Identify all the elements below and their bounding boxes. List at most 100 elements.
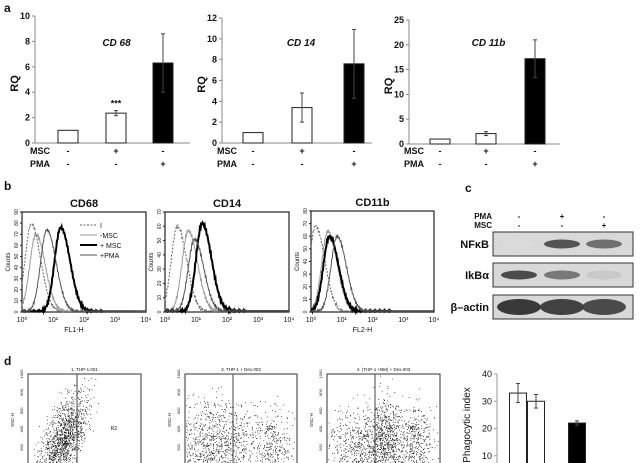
scatter-point [65, 425, 67, 427]
scatter-point [367, 442, 369, 443]
scatter-point [376, 429, 377, 431]
scatter-point [359, 461, 360, 463]
scatter-point [274, 427, 275, 429]
scatter-point [422, 457, 424, 458]
scatter-point [293, 442, 295, 443]
scatter-point [363, 428, 365, 430]
scatter-point [52, 449, 54, 451]
scatter-point [390, 413, 391, 415]
scatter-point [68, 415, 70, 417]
scatter-point [390, 426, 392, 427]
scatter-point [349, 430, 351, 432]
scatter-point [371, 460, 373, 461]
scatter-point [393, 456, 395, 457]
scatter-point [413, 423, 415, 425]
scatter-point [369, 452, 371, 454]
scatter-point [233, 458, 235, 459]
scatter-point [275, 453, 276, 455]
scatter-point [237, 426, 239, 428]
scatter-point [281, 444, 283, 446]
scatter-point [256, 455, 258, 457]
scatter-point [337, 449, 338, 451]
scatter-point [58, 456, 60, 458]
scatter-point [240, 425, 241, 426]
scatter-point [345, 452, 347, 453]
scatter-point [65, 388, 67, 390]
scatter-point [386, 452, 388, 454]
scatter-point [390, 447, 392, 449]
scatter-point [233, 440, 235, 441]
scatter-point [72, 421, 74, 423]
scatter-point [226, 451, 228, 453]
scatter-point [223, 435, 225, 437]
scatter-point [418, 446, 419, 448]
scatter-point [62, 443, 64, 445]
x-tick-label: 10¹ [191, 317, 202, 324]
scatter-point [37, 456, 39, 458]
scatter-point [414, 457, 415, 459]
scatter-point [241, 422, 242, 424]
scatter-point [251, 442, 253, 444]
scatter-point [362, 436, 364, 438]
scatter-point [231, 422, 233, 424]
scatter-point [207, 404, 209, 406]
scatter-point [335, 410, 336, 411]
scatter-point [391, 430, 393, 432]
scatter-point [383, 453, 385, 455]
scatter-point [192, 395, 194, 396]
scatter-point [239, 428, 240, 429]
scatter-point [70, 407, 71, 409]
scatter-point [212, 416, 214, 418]
scatter-point [60, 408, 62, 410]
scatter-point [66, 442, 68, 444]
scatter-point [200, 402, 201, 404]
scatter-point [73, 424, 74, 425]
scatter-point [60, 441, 61, 443]
y-tick-label: 50 [157, 238, 163, 244]
scatter-point [272, 427, 274, 428]
scatter-point [415, 461, 417, 462]
scatter-point [346, 428, 348, 430]
scatter-point [414, 435, 416, 436]
scatter-point [281, 451, 283, 453]
scatter-point [203, 445, 205, 447]
scatter-point [65, 439, 67, 441]
scatter-point [201, 429, 202, 430]
scatter-point [354, 453, 355, 454]
scatter-point [420, 454, 422, 455]
scatter-point [191, 455, 193, 456]
scatter-point [379, 386, 381, 388]
scatter-point [402, 424, 404, 426]
scatter-point [61, 452, 63, 454]
scatter-point [57, 452, 59, 454]
scatter-point [204, 457, 206, 459]
x-tick-label: 10³ [110, 317, 121, 324]
scatter-point [67, 420, 68, 422]
scatter-point [194, 461, 196, 462]
scatter-point [53, 460, 55, 462]
scatter-point [201, 411, 203, 412]
scatter-point [382, 443, 383, 445]
scatter-point [71, 436, 72, 437]
scatter-point [203, 459, 204, 461]
scatter-point [363, 394, 365, 396]
scatter-point [255, 438, 257, 439]
scatter-point [426, 435, 428, 437]
scatter-point [215, 431, 217, 433]
scatter-point [275, 426, 277, 428]
scatter-point [373, 439, 375, 441]
scatter-point [66, 420, 67, 422]
scatter-point [59, 451, 61, 453]
scatter-point [402, 451, 403, 452]
scatter-point [266, 426, 268, 428]
scatter-point [52, 420, 54, 421]
scatter-point [398, 416, 399, 417]
scatter-point [229, 439, 231, 441]
scatter-point [237, 446, 239, 448]
scatter-point [68, 425, 70, 427]
scatter-point [55, 433, 57, 435]
scatter-point [218, 416, 220, 418]
scatter-point [362, 410, 364, 411]
scatter-point [210, 437, 212, 439]
scatter-point [207, 416, 209, 418]
